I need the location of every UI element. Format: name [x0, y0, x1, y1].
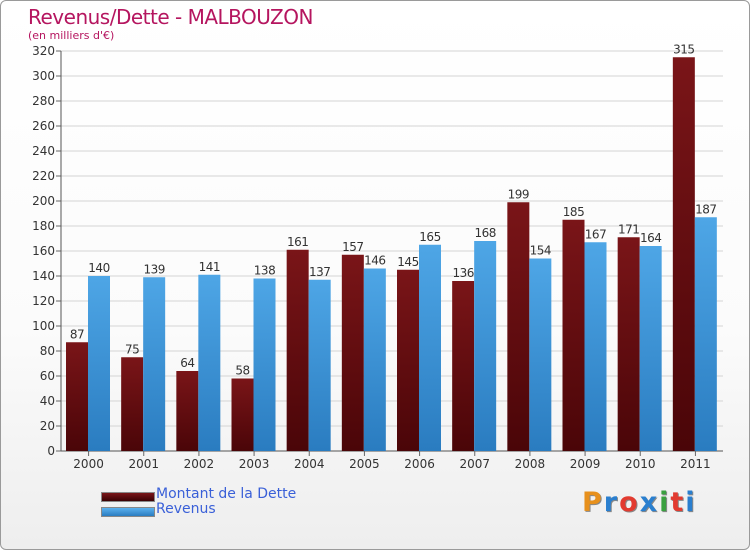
data-label-debt: 58	[235, 364, 249, 378]
bar-revenue	[143, 277, 166, 451]
data-label-debt: 199	[508, 187, 529, 201]
bar-debt	[617, 237, 640, 451]
y-tick-label: 280	[32, 94, 55, 108]
y-tick-label: 160	[32, 244, 55, 258]
bar-revenue	[363, 268, 386, 451]
bar-debt	[452, 281, 475, 451]
bar-revenue	[419, 244, 441, 451]
y-tick-label: 100	[32, 319, 55, 333]
x-tick-label: 2006	[404, 457, 435, 471]
data-label-revenue: 164	[640, 231, 661, 245]
legend-swatch-revenue	[101, 507, 155, 517]
data-label-revenue: 168	[474, 226, 495, 240]
y-tick-label: 300	[32, 69, 55, 83]
legend-label-revenue: Revenus	[156, 501, 216, 517]
y-tick-label: 140	[32, 269, 55, 283]
data-label-debt: 64	[180, 356, 194, 370]
bar-revenue	[474, 241, 497, 451]
y-tick-label: 240	[32, 144, 55, 158]
bar-debt	[507, 202, 530, 451]
y-tick-label: 220	[32, 169, 55, 183]
bar-debt	[672, 57, 695, 451]
bar-revenue	[639, 246, 662, 451]
bar-revenue	[308, 279, 331, 451]
x-tick-label: 2011	[680, 457, 711, 471]
legend-label-debt: Montant de la Dette	[156, 486, 297, 502]
data-label-debt: 171	[618, 222, 639, 236]
bar-revenue	[584, 242, 607, 451]
data-label-revenue: 138	[254, 264, 275, 278]
y-tick-label: 60	[40, 369, 55, 383]
x-tick-label: 2010	[625, 457, 656, 471]
data-label-debt: 161	[287, 235, 308, 249]
data-label-revenue: 165	[419, 230, 440, 244]
bar-debt	[562, 219, 585, 451]
bar-debt	[176, 371, 199, 451]
x-tick-label: 2008	[515, 457, 546, 471]
bar-revenue	[198, 274, 221, 451]
bar-debt	[397, 269, 419, 451]
chart-title: Revenus/Dette - MALBOUZON	[28, 5, 313, 29]
x-tick-label: 2002	[184, 457, 215, 471]
data-label-debt: 145	[397, 255, 418, 269]
bar-revenue	[529, 258, 552, 451]
x-tick-label: 2004	[294, 457, 325, 471]
x-tick-label: 2001	[128, 457, 159, 471]
data-label-revenue: 139	[143, 262, 164, 276]
y-tick-label: 20	[40, 419, 55, 433]
data-label-revenue: 137	[309, 265, 330, 279]
x-tick-label: 2000	[73, 457, 104, 471]
bar-revenue	[88, 276, 110, 451]
data-label-debt: 185	[563, 205, 584, 219]
legend-swatch-debt	[101, 492, 155, 502]
y-tick-label: 200	[32, 194, 55, 208]
bar-debt	[231, 378, 254, 451]
proxiti-logo: Proxiti	[582, 487, 697, 518]
y-tick-label: 0	[47, 444, 55, 458]
bar-debt	[66, 342, 88, 451]
y-tick-label: 180	[32, 219, 55, 233]
data-label-debt: 136	[452, 266, 473, 280]
y-tick-label: 80	[40, 344, 55, 358]
data-label-revenue: 187	[695, 202, 716, 216]
data-label-debt: 157	[342, 240, 363, 254]
bar-debt	[121, 357, 144, 451]
y-tick-label: 120	[32, 294, 55, 308]
data-label-revenue: 167	[585, 227, 606, 241]
data-label-revenue: 154	[530, 244, 551, 258]
y-tick-label: 40	[40, 394, 55, 408]
y-tick-label: 260	[32, 119, 55, 133]
x-tick-label: 2007	[459, 457, 490, 471]
bar-debt	[341, 254, 364, 451]
bar-revenue	[694, 217, 717, 451]
x-tick-label: 2005	[349, 457, 380, 471]
x-tick-label: 2009	[570, 457, 601, 471]
data-label-revenue: 141	[199, 260, 220, 274]
bar-debt	[286, 249, 309, 451]
chart-unit-subtitle: (en milliers d'€)	[28, 29, 115, 42]
x-tick-label: 2003	[239, 457, 270, 471]
data-label-revenue: 140	[88, 261, 109, 275]
bar-revenue	[253, 278, 276, 451]
y-tick-label: 320	[32, 44, 55, 58]
data-label-debt: 75	[125, 342, 139, 356]
data-label-revenue: 146	[364, 254, 385, 268]
data-label-debt: 87	[70, 327, 84, 341]
data-label-debt: 315	[673, 42, 694, 56]
